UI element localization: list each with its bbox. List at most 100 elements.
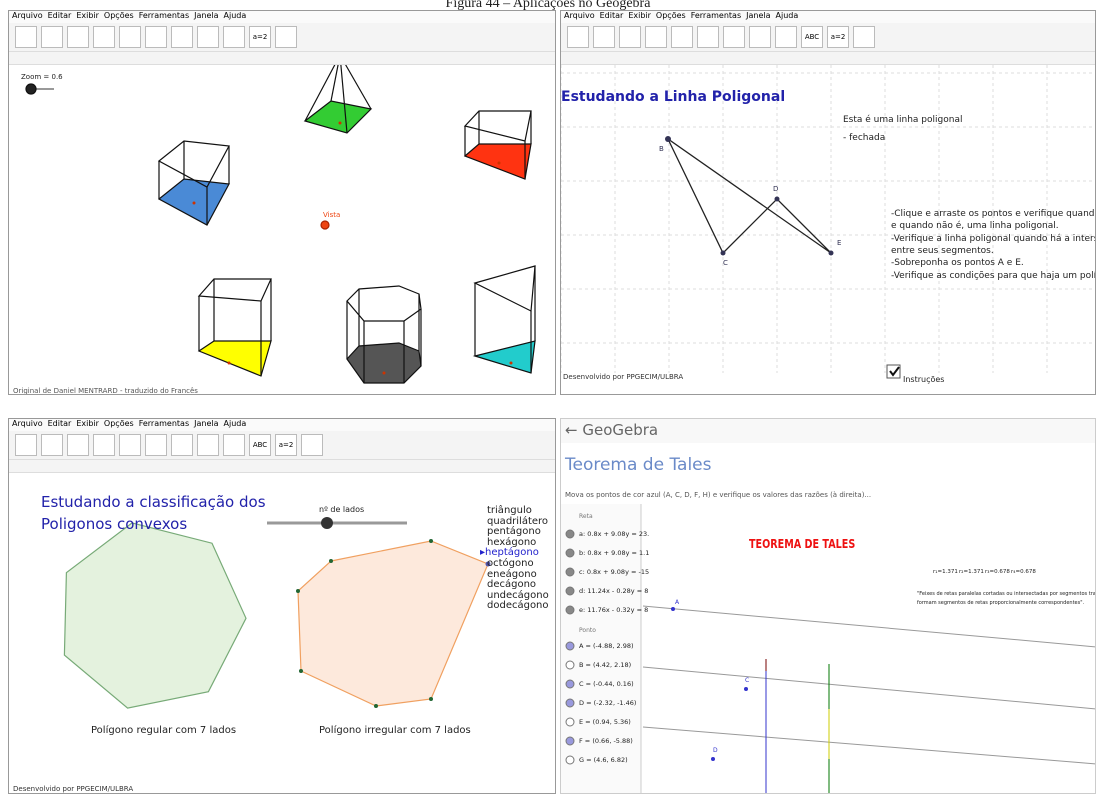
title: Poligonos convexos: [41, 515, 188, 533]
menu-item[interactable]: Exibir: [76, 419, 99, 428]
point-entry: D = (-2.32, -1.46): [579, 699, 637, 707]
menu-item[interactable]: Editar: [47, 419, 72, 428]
instruction: -Clique e arraste os pontos e verifique …: [891, 209, 1096, 219]
tool-button[interactable]: [697, 26, 719, 48]
visibility-toggle[interactable]: [565, 586, 575, 596]
menu-item[interactable]: Ferramentas: [138, 419, 190, 428]
point-label: C: [745, 677, 750, 684]
menu-item[interactable]: Arquivo: [12, 419, 43, 428]
menu-item[interactable]: Janela: [194, 11, 219, 20]
tool-button[interactable]: [723, 26, 745, 48]
tool-button[interactable]: [567, 26, 589, 48]
tool-button[interactable]: [275, 26, 297, 48]
tool-button[interactable]: [41, 434, 63, 456]
tool-button[interactable]: [93, 26, 115, 48]
menu-bar: Arquivo Editar Exibir Opções Ferramentas Jane…: [561, 11, 1095, 23]
menu-item[interactable]: Opções: [655, 11, 686, 20]
tool-button[interactable]: [93, 434, 115, 456]
tool-button[interactable]: [15, 434, 37, 456]
point-entry: B = (4.42, 2.18): [579, 661, 632, 669]
tool-button[interactable]: [853, 26, 875, 48]
footer: Desenvolvido por PPGECIM/ULBRA: [563, 373, 684, 381]
menu-item[interactable]: Janela: [746, 11, 771, 20]
ratio: r₂=1.371: [959, 569, 984, 575]
tool-button[interactable]: a=2: [827, 26, 849, 48]
style-bar: [9, 52, 555, 65]
polygon-option: decágono: [487, 579, 537, 591]
thales-canvas: [561, 419, 1095, 793]
tool-button[interactable]: [775, 26, 797, 48]
tool-button[interactable]: [67, 26, 89, 48]
tool-button[interactable]: [593, 26, 615, 48]
tool-button[interactable]: [171, 434, 193, 456]
footer: Desenvolvido por PPGECIM/ULBRA: [13, 785, 134, 793]
tool-button[interactable]: [41, 26, 63, 48]
point-label: B: [659, 145, 664, 153]
tool-button[interactable]: [749, 26, 771, 48]
app-title: ← GeoGebra: [565, 421, 659, 439]
visibility-toggle[interactable]: [565, 736, 575, 746]
tool-button[interactable]: [67, 434, 89, 456]
checkbox-label: Instruções: [903, 375, 945, 384]
menu-item[interactable]: Editar: [47, 11, 72, 20]
visibility-toggle[interactable]: [565, 717, 575, 727]
menu-item[interactable]: Ajuda: [775, 11, 799, 20]
menu-item[interactable]: Ajuda: [223, 11, 247, 20]
visibility-toggle[interactable]: [565, 641, 575, 651]
menu-item[interactable]: Editar: [599, 11, 624, 20]
point-entry: E = (0.94, 5.36): [579, 718, 631, 726]
tool-button[interactable]: [171, 26, 193, 48]
tool-button[interactable]: [223, 26, 245, 48]
visibility-toggle[interactable]: [565, 698, 575, 708]
tool-button[interactable]: [145, 26, 167, 48]
menu-item[interactable]: Ferramentas: [138, 11, 190, 20]
tool-button[interactable]: a=2: [275, 434, 297, 456]
style-bar: [9, 460, 555, 473]
heading: TEOREMA DE TALES: [749, 537, 856, 551]
tool-button[interactable]: [619, 26, 641, 48]
line-entry: d: 11.24x - 0.28y = 8: [579, 587, 649, 595]
polygon-option: undecágono: [487, 589, 549, 601]
tool-button[interactable]: ABC: [249, 434, 271, 456]
menu-item[interactable]: Opções: [103, 419, 134, 428]
menu-item[interactable]: Ferramentas: [690, 11, 742, 20]
menu-item[interactable]: Exibir: [76, 11, 99, 20]
tool-button[interactable]: [15, 26, 37, 48]
section-header: Ponto: [579, 627, 596, 634]
tool-button[interactable]: [119, 26, 141, 48]
visibility-toggle[interactable]: [565, 605, 575, 615]
point-label: D: [773, 185, 779, 193]
tool-button[interactable]: ABC: [801, 26, 823, 48]
visibility-toggle[interactable]: [565, 660, 575, 670]
visibility-toggle[interactable]: [565, 679, 575, 689]
tool-button[interactable]: [671, 26, 693, 48]
instruction: e quando não é, uma linha poligonal.: [891, 221, 1059, 232]
menu-item[interactable]: Arquivo: [12, 11, 43, 20]
instruction: entre seus segmentos.: [891, 245, 994, 256]
tool-button[interactable]: [645, 26, 667, 48]
tool-button[interactable]: a=2: [249, 26, 271, 48]
visibility-toggle[interactable]: [565, 548, 575, 558]
menu-item[interactable]: Janela: [194, 419, 219, 428]
tool-button[interactable]: [119, 434, 141, 456]
panel-3d-solids: Arquivo Editar Exibir Opções Ferramentas Jane…: [8, 10, 556, 395]
caption: Polígono irregular com 7 lados: [319, 725, 471, 736]
tool-button[interactable]: [197, 434, 219, 456]
menu-item[interactable]: Exibir: [628, 11, 651, 20]
title: Teorema de Tales: [565, 455, 712, 475]
instruction: -Verifique a linha poligonal quando há a…: [891, 233, 1095, 244]
menu-item[interactable]: Ajuda: [223, 419, 247, 428]
tool-button[interactable]: [145, 434, 167, 456]
menu-item[interactable]: Arquivo: [564, 11, 595, 20]
caption: Polígono regular com 7 lados: [91, 725, 237, 736]
tool-button[interactable]: [197, 26, 219, 48]
polyline-canvas: [561, 65, 1095, 379]
point-entry: F = (0.66, -5.88): [579, 737, 633, 745]
visibility-toggle[interactable]: [565, 755, 575, 765]
visibility-toggle[interactable]: [565, 529, 575, 539]
menu-item[interactable]: Opções: [103, 11, 134, 20]
visibility-toggle[interactable]: [565, 567, 575, 577]
tool-button[interactable]: [301, 434, 323, 456]
tool-button[interactable]: [223, 434, 245, 456]
